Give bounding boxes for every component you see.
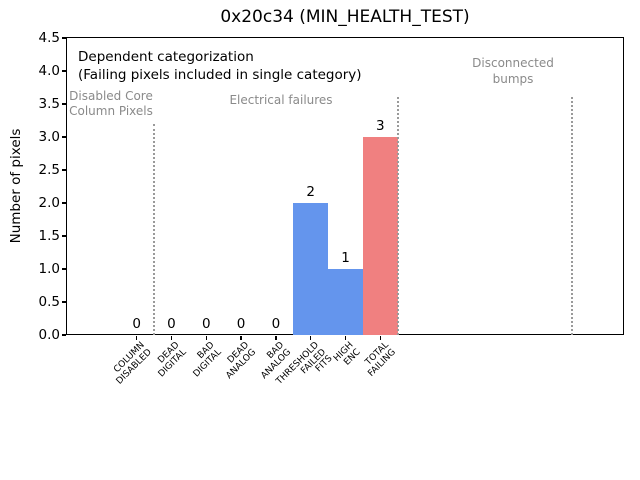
- y-tick-label: 2.0: [38, 195, 60, 211]
- bar: [293, 203, 329, 335]
- bar-value-label: 3: [376, 118, 385, 134]
- y-tick-label: 4.5: [38, 30, 60, 46]
- x-tick-label: DEAD ANALOG: [224, 340, 259, 381]
- bar-value-label: 1: [341, 250, 350, 266]
- bar-value-label: 0: [167, 316, 176, 332]
- section-label-disabled-core-column-pixels: Disabled Core Column Pixels: [69, 89, 153, 118]
- y-tick-mark: [62, 70, 66, 72]
- y-axis-label: Number of pixels: [8, 128, 24, 244]
- x-tick-mark: [205, 336, 207, 340]
- y-tick-label: 4.0: [38, 63, 60, 79]
- x-tick-mark: [275, 336, 277, 340]
- section-separator-line: [153, 123, 156, 335]
- bar-value-label: 0: [236, 316, 246, 332]
- section-separator-line: [570, 97, 573, 335]
- x-tick-mark: [240, 336, 242, 340]
- x-tick-label: DEAD DIGITAL: [156, 340, 189, 379]
- y-tick-mark: [62, 103, 66, 105]
- y-tick-label: 1.0: [38, 261, 60, 277]
- y-tick-mark: [62, 334, 66, 336]
- chart-title: 0x20c34 (MIN_HEALTH_TEST): [220, 7, 470, 27]
- x-tick-mark: [170, 336, 173, 340]
- y-tick-mark: [62, 202, 66, 204]
- bar-value-label: 0: [201, 316, 211, 332]
- bar-value-label: 2: [306, 184, 315, 200]
- y-tick-mark: [62, 301, 66, 303]
- annotation-failing-pixels-note: (Failing pixels included in single categ…: [78, 67, 362, 83]
- y-tick-mark: [62, 37, 66, 39]
- x-tick-mark: [379, 336, 382, 340]
- x-tick-label: TOTAL FAILING: [363, 340, 398, 379]
- y-tick-label: 3.5: [38, 96, 60, 112]
- y-tick-mark: [62, 169, 66, 171]
- y-tick-label: 3.0: [38, 129, 60, 145]
- annotation-dependent-categorization: Dependent categorization: [78, 49, 254, 65]
- y-tick-mark: [62, 136, 66, 138]
- x-tick-mark: [309, 336, 312, 340]
- section-label-electrical-failures: Electrical failures: [229, 93, 333, 107]
- x-tick-mark: [344, 336, 347, 340]
- x-tick-label: BAD DIGITAL: [191, 340, 224, 379]
- x-tick-label: HIGH ENC: [332, 340, 363, 368]
- x-tick-label: COLUMN DISABLED: [112, 340, 154, 387]
- y-tick-label: 0.5: [38, 294, 60, 310]
- y-tick-label: 1.5: [38, 228, 60, 244]
- y-tick-mark: [62, 268, 66, 270]
- y-tick-mark: [62, 235, 66, 237]
- bar: [362, 137, 398, 335]
- y-tick-label: 0.0: [38, 327, 60, 343]
- bar: [328, 269, 363, 335]
- bar-value-label: 0: [132, 316, 141, 332]
- section-separator-line: [396, 97, 399, 335]
- bar-value-label: 0: [271, 316, 281, 332]
- x-tick-mark: [135, 336, 138, 340]
- y-tick-label: 2.5: [38, 162, 60, 178]
- section-label-disconnected-bumps: Disconnected bumps: [472, 56, 554, 86]
